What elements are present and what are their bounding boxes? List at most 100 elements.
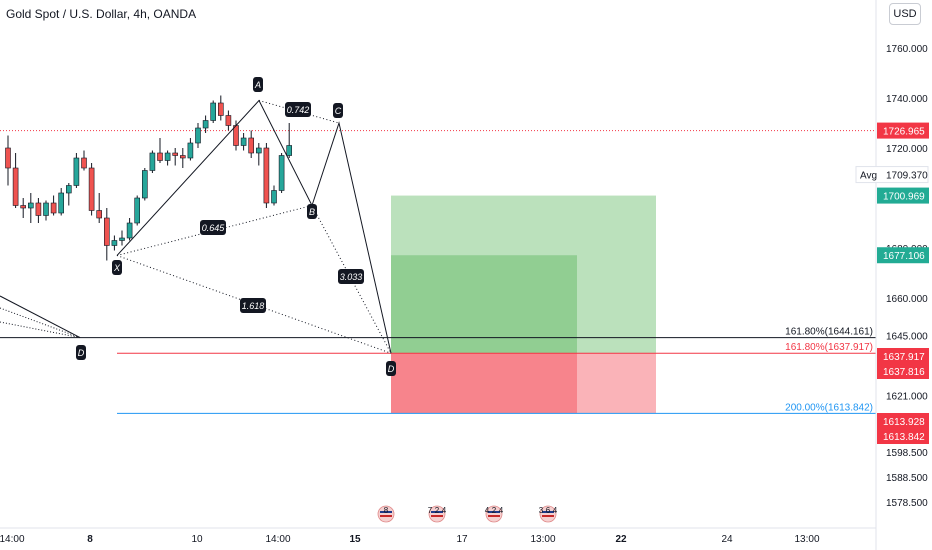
candle: [263, 147, 270, 204]
currency-button[interactable]: USD: [889, 3, 921, 25]
candle: [12, 167, 19, 206]
candle: [43, 202, 49, 216]
economic-event-flag: 8: [377, 505, 395, 523]
candle: [210, 102, 216, 121]
candle: [20, 205, 27, 209]
event-count: 8: [384, 506, 389, 515]
harmonic-pattern-legs: [116, 99, 392, 354]
time-tick-label: 14:00: [265, 534, 290, 545]
price-tag: [877, 122, 929, 139]
stop-zone-filled: [391, 353, 577, 414]
prior-pattern-ratio: [0, 321, 81, 339]
price-tag-label: 1637.816: [883, 367, 925, 378]
event-flag-icon: [428, 505, 446, 523]
avg-price-value: 1709.370: [886, 171, 928, 182]
candle: [5, 147, 11, 169]
candle: [134, 197, 140, 224]
candle: [233, 125, 239, 146]
price-tag: [877, 428, 929, 444]
time-tick-label: 15: [349, 534, 361, 545]
candle: [278, 155, 285, 191]
ratio-badge: 0.645: [200, 220, 226, 235]
price-tick-label: 1645.000: [886, 332, 928, 343]
time-tick-label: 8: [87, 534, 93, 545]
price-tick-label: 1578.500: [886, 498, 928, 509]
price-tag-label: 1613.928: [883, 417, 925, 428]
candle: [157, 152, 163, 161]
price-tick-label: 1760.000: [886, 44, 928, 55]
pattern-point-badge: [253, 77, 263, 92]
candle: [142, 170, 148, 199]
event-count: 4: [485, 506, 490, 515]
time-tick-label: 13:00: [794, 534, 819, 545]
event-flag-stripe: [542, 511, 554, 513]
event-count: 4: [499, 506, 504, 515]
ratio-badge-bg: [285, 102, 311, 117]
event-flag-stripe: [380, 511, 392, 513]
price-tag-label: 1637.917: [883, 352, 925, 363]
candle: [73, 157, 80, 186]
pattern-point-badge: [76, 345, 86, 360]
avg-prefix: Avg: [860, 171, 877, 182]
candle: [81, 157, 87, 169]
time-tick-label: 10: [191, 534, 203, 545]
event-count: 4: [442, 506, 447, 515]
price-tag-label: 1700.969: [883, 192, 925, 203]
event-count: 2: [492, 506, 497, 515]
candle: [218, 102, 224, 116]
harmonic-ratio-line: [116, 255, 392, 354]
point-a: A: [253, 77, 263, 92]
event-count: 3: [539, 506, 544, 515]
pattern-point-label: C: [335, 106, 342, 116]
event-flag-stripe: [542, 515, 554, 517]
ratio-value: 1.618: [242, 301, 265, 311]
pattern-point-badge: [386, 361, 396, 376]
time-tick-label: 13:00: [530, 534, 555, 545]
fib-level-label: 200.00%(1613.842): [785, 402, 873, 413]
pattern-point-label: A: [254, 80, 261, 90]
ratio-value: 0.742: [287, 105, 310, 115]
pattern-point-label: X: [113, 263, 121, 273]
event-count: 6: [546, 506, 551, 515]
candle: [50, 202, 57, 214]
fib-level-label: 161.80%(1637.917): [785, 342, 873, 353]
price-tick-label: 1660.000: [886, 294, 928, 305]
candle: [88, 167, 95, 211]
ratio-badge-bg: [240, 298, 266, 313]
price-tick-label: 1740.000: [886, 94, 928, 105]
candle: [202, 120, 209, 129]
avg-price-tag: [855, 166, 929, 184]
candle: [119, 237, 125, 241]
time-tick-label: 14:00: [0, 534, 25, 545]
event-flag-stripe: [380, 515, 392, 517]
pattern-point-badge: [333, 103, 343, 118]
prior-point-d: D: [76, 345, 86, 360]
ratio-badge: 1.618: [240, 298, 266, 313]
price-tag-label: 1677.106: [883, 251, 925, 262]
candle: [187, 142, 194, 159]
pattern-point-label: D: [78, 348, 85, 358]
event-flag-stripe: [431, 511, 443, 513]
point-d: D: [386, 361, 396, 376]
candle: [195, 127, 201, 144]
candle: [66, 185, 72, 194]
point-c: C: [333, 103, 343, 118]
time-tick-label: 17: [456, 534, 468, 545]
candle: [58, 192, 65, 214]
event-flag-icon: [377, 505, 395, 523]
candle: [271, 190, 277, 204]
fib-level-label: 161.80%(1644.161): [785, 327, 873, 338]
event-flag-stripe: [488, 511, 500, 513]
candle: [248, 137, 254, 154]
ratio-badge-bg: [338, 269, 364, 284]
price-tag: [877, 187, 929, 204]
candle: [104, 217, 110, 246]
price-tag-label: 1613.842: [883, 432, 925, 443]
profit-zone: [391, 195, 656, 354]
event-count: 2: [435, 506, 440, 515]
prior-pattern-ratio: [0, 307, 81, 339]
price-tag-label: 1726.965: [883, 127, 925, 138]
